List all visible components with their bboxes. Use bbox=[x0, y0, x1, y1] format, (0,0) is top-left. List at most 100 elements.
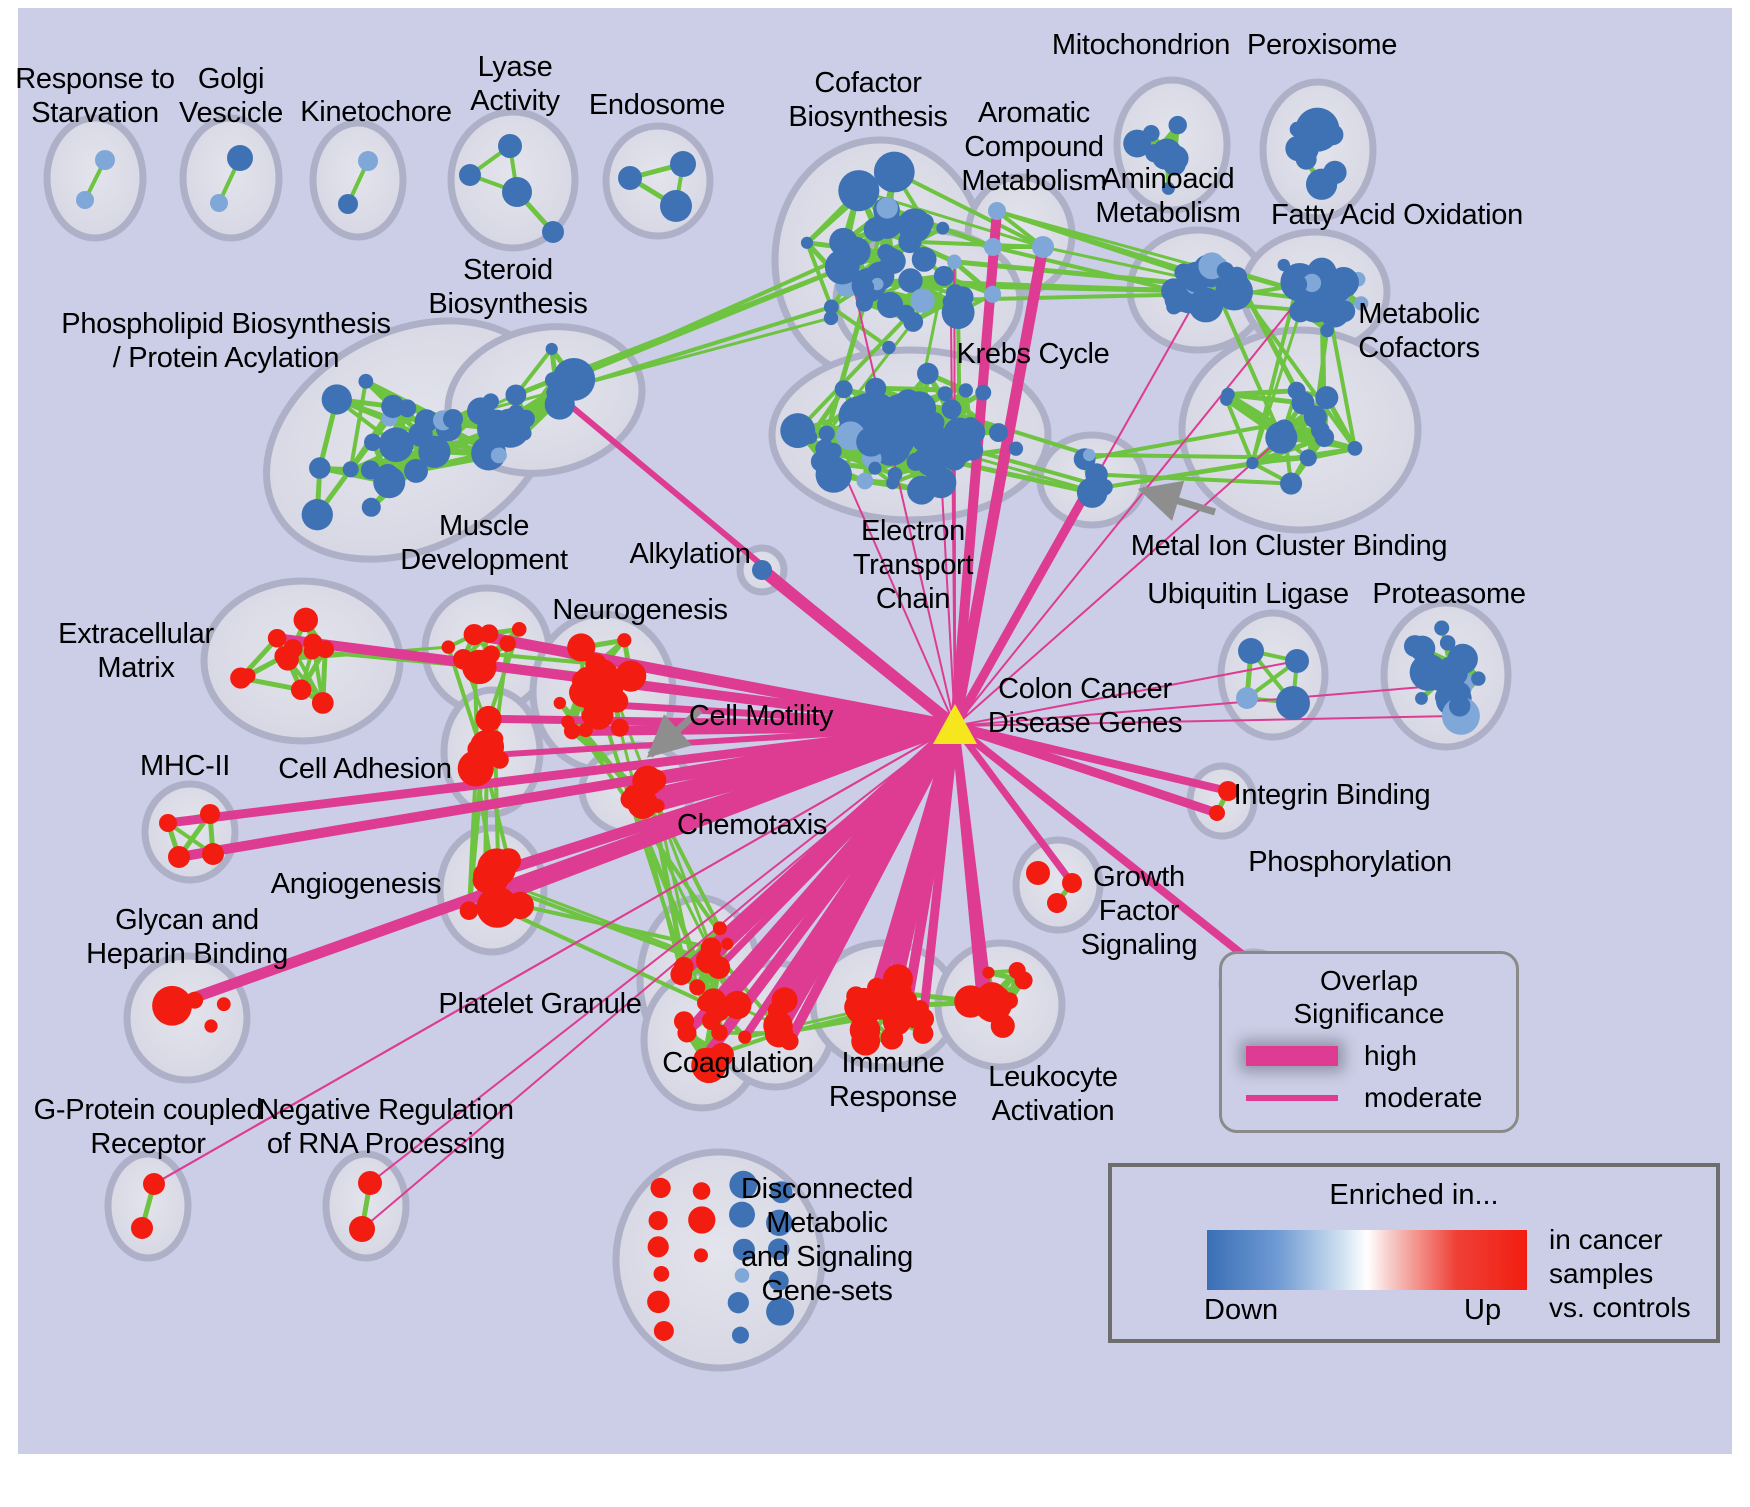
gene-set-node[interactable] bbox=[1082, 482, 1100, 500]
gene-set-node[interactable] bbox=[1322, 124, 1343, 145]
gene-set-node[interactable] bbox=[989, 423, 1008, 442]
gene-set-node[interactable] bbox=[1238, 638, 1264, 664]
gene-set-node[interactable] bbox=[159, 814, 177, 832]
gene-set-node[interactable] bbox=[476, 706, 502, 732]
gene-set-node[interactable] bbox=[1217, 262, 1234, 279]
gene-set-node[interactable] bbox=[404, 459, 428, 483]
gene-set-node[interactable] bbox=[991, 1014, 1015, 1038]
gene-set-node[interactable] bbox=[168, 846, 190, 868]
gene-set-node[interactable] bbox=[654, 1321, 674, 1341]
gene-set-node[interactable] bbox=[857, 410, 874, 427]
gene-set-node[interactable] bbox=[1440, 635, 1455, 650]
gene-set-node[interactable] bbox=[1328, 267, 1359, 298]
gene-set-node[interactable] bbox=[408, 422, 432, 446]
gene-set-node[interactable] bbox=[564, 370, 580, 386]
gene-set-node[interactable] bbox=[897, 305, 915, 323]
gene-set-node[interactable] bbox=[496, 848, 521, 873]
gene-set-node[interactable] bbox=[917, 363, 939, 385]
gene-set-node[interactable] bbox=[312, 692, 334, 714]
gene-set-node[interactable] bbox=[76, 191, 94, 209]
gene-set-node[interactable] bbox=[876, 197, 897, 218]
gene-set-node[interactable] bbox=[498, 134, 522, 158]
gene-set-node[interactable] bbox=[611, 719, 629, 737]
gene-set-node[interactable] bbox=[738, 1031, 751, 1044]
gene-set-node[interactable] bbox=[467, 397, 495, 425]
gene-set-node[interactable] bbox=[865, 378, 886, 399]
gene-set-node[interactable] bbox=[868, 462, 881, 475]
gene-set-node[interactable] bbox=[200, 804, 220, 824]
gene-set-node[interactable] bbox=[143, 1173, 165, 1195]
gene-set-node[interactable] bbox=[615, 661, 646, 692]
gene-set-node[interactable] bbox=[554, 697, 566, 709]
gene-set-node[interactable] bbox=[708, 1000, 730, 1022]
gene-set-node[interactable] bbox=[846, 986, 865, 1005]
gene-set-node[interactable] bbox=[648, 1236, 669, 1257]
gene-set-node[interactable] bbox=[988, 202, 1006, 220]
gene-set-node[interactable] bbox=[304, 643, 321, 660]
gene-set-node[interactable] bbox=[1290, 122, 1305, 137]
gene-set-node[interactable] bbox=[1009, 442, 1023, 456]
gene-set-node[interactable] bbox=[343, 461, 359, 477]
gene-set-node[interactable] bbox=[864, 217, 888, 241]
gene-set-node[interactable] bbox=[505, 384, 526, 405]
gene-set-node[interactable] bbox=[694, 1248, 708, 1262]
gene-set-node[interactable] bbox=[877, 244, 894, 261]
gene-set-node[interactable] bbox=[975, 385, 991, 401]
gene-set-node[interactable] bbox=[358, 151, 378, 171]
gene-set-node[interactable] bbox=[152, 986, 192, 1026]
gene-set-node[interactable] bbox=[912, 1008, 934, 1030]
gene-set-node[interactable] bbox=[651, 1178, 671, 1198]
gene-set-node[interactable] bbox=[879, 430, 903, 454]
gene-set-node[interactable] bbox=[458, 750, 494, 786]
gene-set-node[interactable] bbox=[496, 412, 522, 438]
gene-set-node[interactable] bbox=[654, 1266, 670, 1282]
gene-set-node[interactable] bbox=[752, 560, 772, 580]
gene-set-node[interactable] bbox=[882, 341, 895, 354]
gene-set-node[interactable] bbox=[938, 386, 953, 401]
gene-set-node[interactable] bbox=[1232, 286, 1246, 300]
gene-set-node[interactable] bbox=[670, 151, 696, 177]
gene-set-node[interactable] bbox=[349, 1216, 375, 1242]
gene-set-node[interactable] bbox=[210, 194, 228, 212]
gene-set-node[interactable] bbox=[1449, 695, 1470, 716]
gene-set-node[interactable] bbox=[942, 399, 962, 419]
gene-set-node[interactable] bbox=[442, 640, 455, 653]
gene-set-node[interactable] bbox=[579, 723, 593, 737]
gene-set-node[interactable] bbox=[502, 177, 532, 207]
gene-set-node[interactable] bbox=[874, 152, 915, 193]
gene-set-node[interactable] bbox=[268, 629, 287, 648]
gene-set-node[interactable] bbox=[1348, 441, 1363, 456]
gene-set-node[interactable] bbox=[542, 221, 564, 243]
gene-set-node[interactable] bbox=[1032, 236, 1054, 258]
gene-set-node[interactable] bbox=[1434, 620, 1449, 635]
gene-set-node[interactable] bbox=[962, 439, 984, 461]
gene-set-node[interactable] bbox=[644, 769, 666, 791]
gene-set-node[interactable] bbox=[617, 633, 631, 647]
gene-set-node[interactable] bbox=[780, 413, 815, 448]
gene-set-node[interactable] bbox=[982, 967, 994, 979]
gene-set-node[interactable] bbox=[227, 145, 253, 171]
gene-set-node[interactable] bbox=[815, 439, 834, 458]
gene-set-node[interactable] bbox=[1289, 300, 1311, 322]
gene-set-node[interactable] bbox=[1471, 671, 1485, 685]
gene-set-node[interactable] bbox=[1288, 275, 1308, 295]
gene-set-node[interactable] bbox=[358, 1171, 382, 1195]
gene-set-node[interactable] bbox=[910, 288, 934, 312]
gene-set-node[interactable] bbox=[693, 1182, 711, 1200]
gene-set-node[interactable] bbox=[954, 985, 986, 1017]
gene-set-node[interactable] bbox=[1319, 297, 1349, 327]
gene-set-node[interactable] bbox=[880, 403, 897, 420]
gene-set-node[interactable] bbox=[907, 476, 936, 505]
gene-set-node[interactable] bbox=[217, 997, 231, 1011]
gene-set-node[interactable] bbox=[294, 608, 318, 632]
gene-set-node[interactable] bbox=[383, 475, 400, 492]
gene-set-node[interactable] bbox=[649, 1211, 668, 1230]
gene-set-node[interactable] bbox=[302, 499, 333, 530]
gene-set-node[interactable] bbox=[230, 668, 251, 689]
gene-set-node[interactable] bbox=[885, 1003, 903, 1021]
gene-set-node[interactable] bbox=[459, 164, 481, 186]
gene-set-node[interactable] bbox=[689, 979, 705, 995]
gene-set-node[interactable] bbox=[582, 672, 601, 691]
gene-set-node[interactable] bbox=[883, 964, 913, 994]
gene-set-node[interactable] bbox=[947, 255, 961, 269]
